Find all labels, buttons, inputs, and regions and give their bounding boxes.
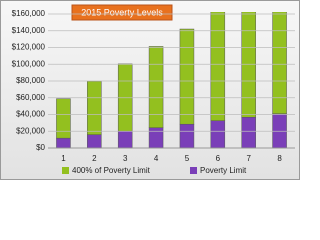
x-tick-label: 5: [185, 154, 190, 163]
y-tick-label: $80,000: [16, 76, 45, 85]
x-tick-label: 2: [92, 154, 97, 163]
y-tick-label: $20,000: [16, 126, 45, 135]
legend-swatch: [62, 167, 69, 174]
x-tick-label: 4: [154, 154, 159, 163]
bar: [87, 81, 102, 135]
bar: [241, 12, 256, 118]
title-box: [71, 4, 173, 21]
x-tick-label: 7: [246, 154, 251, 163]
bar: [56, 98, 71, 139]
chart-title: 2015 Poverty Levels: [81, 7, 163, 17]
y-tick-label: $60,000: [16, 93, 45, 102]
bar: [87, 134, 102, 149]
legend-label: Poverty Limit: [200, 166, 247, 175]
y-tick-label: $0: [36, 143, 45, 152]
x-tick-label: 3: [123, 154, 128, 163]
bar: [117, 130, 133, 149]
x-tick-label: 1: [61, 154, 66, 163]
y-tick-label: $160,000: [12, 9, 46, 18]
bar: [272, 12, 287, 115]
bar: [179, 28, 195, 125]
bar: [56, 137, 71, 149]
bar: [179, 123, 195, 149]
x-tick-label: 6: [216, 154, 221, 163]
y-tick-label: $120,000: [12, 43, 46, 52]
legend-label: 400% of Poverty Limit: [72, 166, 151, 175]
x-tick-label: 8: [277, 154, 282, 163]
bar: [241, 116, 256, 149]
bar: [210, 12, 226, 121]
y-tick-label: $40,000: [16, 110, 45, 119]
bar: [148, 127, 164, 149]
bar: [210, 120, 226, 149]
y-tick-label: $100,000: [12, 59, 46, 68]
legend-swatch: [190, 167, 197, 174]
bar: [148, 46, 164, 128]
chart: 2015 Poverty Levels $0 $20,000 $40,000 $60,…: [0, 0, 300, 180]
y-tick-label: $140,000: [12, 26, 46, 35]
